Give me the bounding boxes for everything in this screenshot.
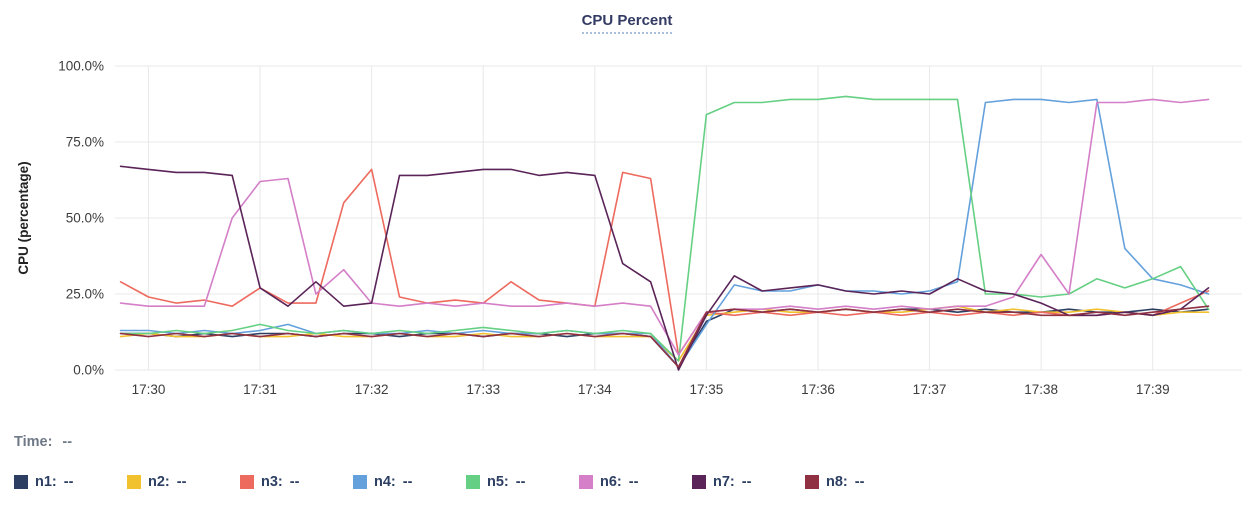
x-tick-label: 17:33 xyxy=(466,382,500,397)
series-line-n7 xyxy=(119,165,1210,371)
legend-value-n2: -- xyxy=(176,474,187,490)
legend: n1: -- n2: -- n3: -- n4: -- n5: -- n6: -- n7: -- n8: -- xyxy=(14,474,1254,490)
legend-swatch-n3 xyxy=(240,475,254,489)
chart-title[interactable]: CPU Percent xyxy=(581,12,673,34)
legend-item-n1[interactable]: n1: -- xyxy=(14,474,127,490)
x-tick-label: 17:39 xyxy=(1136,382,1170,397)
legend-item-n3[interactable]: n3: -- xyxy=(240,474,353,490)
legend-item-n6[interactable]: n6: -- xyxy=(579,474,692,490)
legend-value-n4: -- xyxy=(402,474,413,490)
series-line-n8 xyxy=(119,305,1210,368)
legend-value-n6: -- xyxy=(628,474,639,490)
x-tick-label: 17:36 xyxy=(801,382,835,397)
time-label: Time: xyxy=(14,434,53,450)
legend-label-n5: n5: xyxy=(487,474,509,490)
legend-value-n1: -- xyxy=(63,474,74,490)
y-tick-label: 0.0% xyxy=(73,363,104,378)
legend-label-n6: n6: xyxy=(600,474,622,490)
time-readout: Time: -- xyxy=(14,434,1254,450)
legend-label-n3: n3: xyxy=(261,474,283,490)
x-tick-label: 17:38 xyxy=(1024,382,1058,397)
x-tick-label: 17:31 xyxy=(243,382,277,397)
legend-swatch-n6 xyxy=(579,475,593,489)
x-tick-label: 17:37 xyxy=(913,382,947,397)
series-line-n5 xyxy=(119,95,1210,362)
legend-item-n4[interactable]: n4: -- xyxy=(353,474,466,490)
legend-swatch-n5 xyxy=(466,475,480,489)
time-value: -- xyxy=(62,434,73,450)
y-tick-label: 25.0% xyxy=(66,287,104,302)
x-tick-label: 17:32 xyxy=(355,382,389,397)
legend-label-n1: n1: xyxy=(35,474,57,490)
x-tick-label: 17:35 xyxy=(689,382,723,397)
series-line-n4 xyxy=(119,98,1210,368)
chart-header: CPU Percent xyxy=(0,0,1254,38)
legend-value-n7: -- xyxy=(741,474,752,490)
x-tick-label: 17:34 xyxy=(578,382,612,397)
legend-label-n4: n4: xyxy=(374,474,396,490)
legend-item-n8[interactable]: n8: -- xyxy=(805,474,918,490)
y-tick-label: 50.0% xyxy=(66,211,104,226)
legend-value-n8: -- xyxy=(854,474,865,490)
legend-label-n2: n2: xyxy=(148,474,170,490)
legend-item-n2[interactable]: n2: -- xyxy=(127,474,240,490)
legend-value-n5: -- xyxy=(515,474,526,490)
legend-swatch-n8 xyxy=(805,475,819,489)
legend-swatch-n2 xyxy=(127,475,141,489)
legend-label-n7: n7: xyxy=(713,474,735,490)
legend-label-n8: n8: xyxy=(826,474,848,490)
x-tick-label: 17:30 xyxy=(132,382,166,397)
series-line-n1 xyxy=(119,308,1210,368)
legend-item-n7[interactable]: n7: -- xyxy=(692,474,805,490)
y-tick-label: 100.0% xyxy=(58,59,104,74)
y-axis-label: CPU (percentage) xyxy=(16,161,31,274)
cpu-chart[interactable]: 100.0% 75.0% 50.0% 25.0% 0.0% 17:30 17:31 17:32… xyxy=(0,38,1254,406)
legend-swatch-n4 xyxy=(353,475,367,489)
legend-value-n3: -- xyxy=(289,474,300,490)
legend-item-n5[interactable]: n5: -- xyxy=(466,474,579,490)
series-line-n6 xyxy=(119,98,1210,356)
y-tick-label: 75.0% xyxy=(66,135,104,150)
legend-swatch-n7 xyxy=(692,475,706,489)
legend-swatch-n1 xyxy=(14,475,28,489)
